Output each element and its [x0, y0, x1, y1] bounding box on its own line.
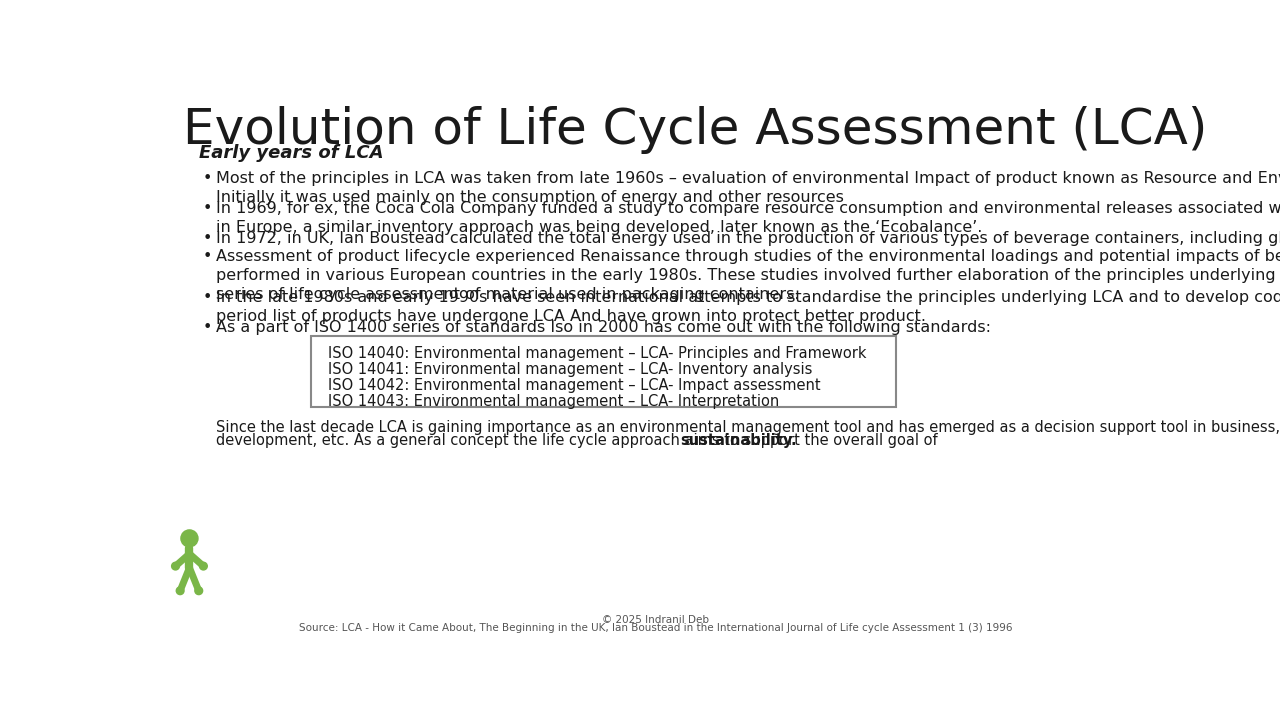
Circle shape [180, 530, 198, 547]
FancyBboxPatch shape [311, 336, 896, 408]
Text: •: • [202, 249, 212, 264]
Text: Source: LCA - How it Came About, The Beginning in the UK, Ian Boustead in the In: Source: LCA - How it Came About, The Beg… [300, 623, 1012, 633]
Text: Early years of LCA: Early years of LCA [198, 144, 383, 162]
Text: In 1969, for ex, the Coca Cola Company funded a study to compare resource consum: In 1969, for ex, the Coca Cola Company f… [216, 201, 1280, 235]
Text: ISO 14041: Environmental management – LCA- Inventory analysis: ISO 14041: Environmental management – LC… [328, 362, 813, 377]
Circle shape [177, 587, 184, 595]
Text: Assessment of product lifecycle experienced Renaissance through studies of the e: Assessment of product lifecycle experien… [216, 249, 1280, 302]
Text: •: • [202, 290, 212, 305]
Text: •: • [202, 201, 212, 216]
Text: Most of the principles in LCA was taken from late 1960s – evaluation of environm: Most of the principles in LCA was taken … [216, 171, 1280, 205]
Text: ISO 14042: Environmental management – LCA- Impact assessment: ISO 14042: Environmental management – LC… [328, 378, 820, 393]
Text: •: • [202, 320, 212, 335]
Text: In the late 1980s and early 1990s have seen international attempts to standardis: In the late 1980s and early 1990s have s… [216, 290, 1280, 324]
Circle shape [195, 587, 202, 595]
Text: sustainability.: sustainability. [680, 433, 796, 448]
Text: Since the last decade LCA is gaining importance as an environmental management t: Since the last decade LCA is gaining imp… [216, 420, 1280, 435]
Text: © 2025 Indranil Deb: © 2025 Indranil Deb [603, 616, 709, 626]
Text: ISO 14040: Environmental management – LCA- Principles and Framework: ISO 14040: Environmental management – LC… [328, 346, 867, 361]
Text: development, etc. As a general concept the life cycle approach aims to support t: development, etc. As a general concept t… [216, 433, 942, 448]
Text: •: • [202, 230, 212, 246]
Text: In 1972, in UK, Ian Boustead calculated the total energy used in the production : In 1972, in UK, Ian Boustead calculated … [216, 230, 1280, 246]
Text: ISO 14043: Environmental management – LCA- Interpretation: ISO 14043: Environmental management – LC… [328, 395, 780, 409]
Circle shape [172, 562, 179, 570]
Text: Evolution of Life Cycle Assessment (LCA): Evolution of Life Cycle Assessment (LCA) [183, 106, 1207, 153]
Text: •: • [202, 171, 212, 186]
Circle shape [200, 562, 207, 570]
Text: As a part of ISO 1400 series of standards Iso in 2000 has come out with the foll: As a part of ISO 1400 series of standard… [216, 320, 991, 335]
